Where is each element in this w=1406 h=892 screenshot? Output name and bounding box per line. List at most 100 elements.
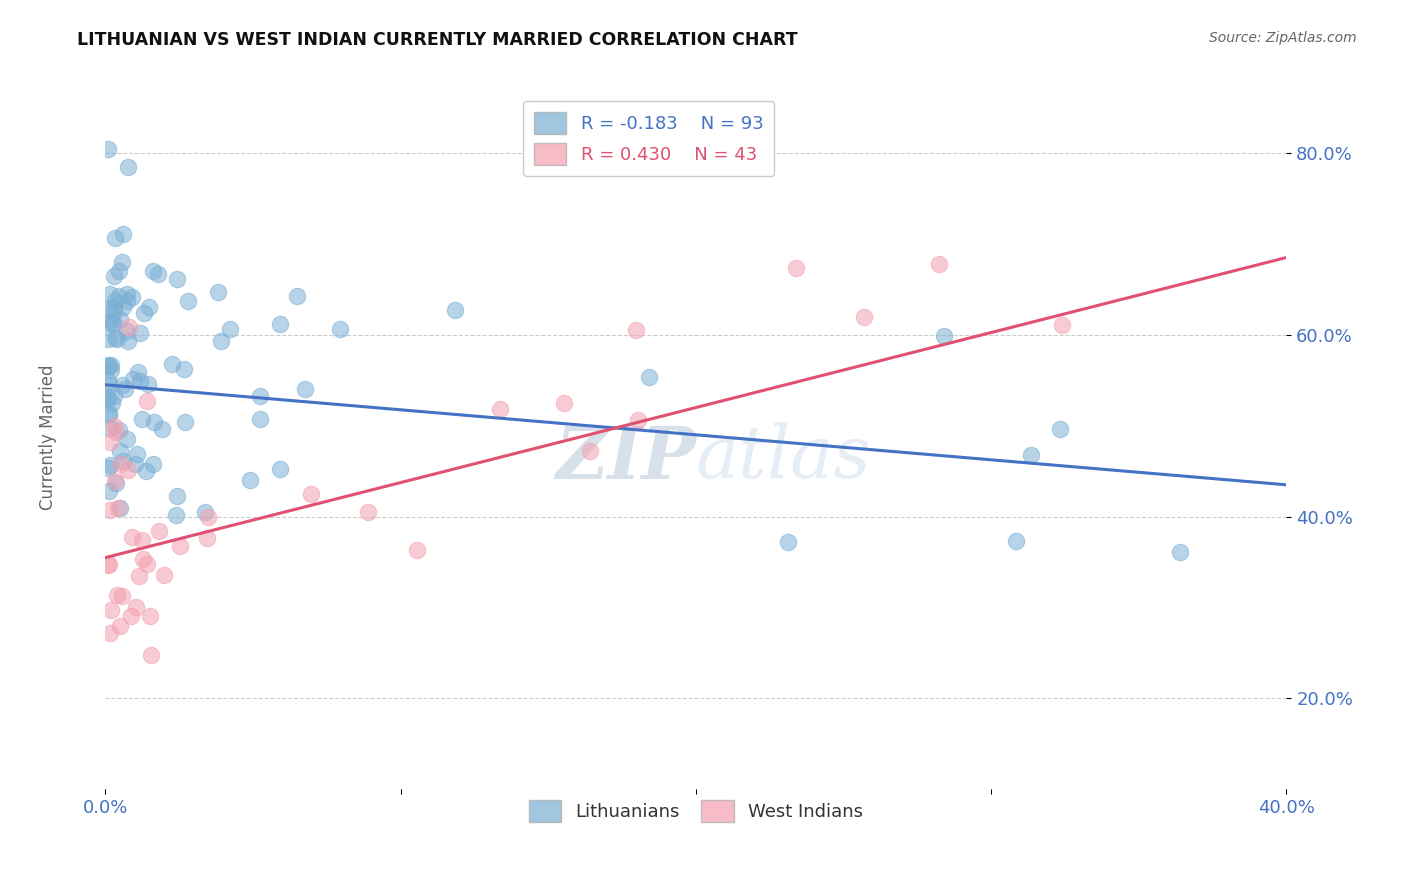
Point bbox=[195, 532, 218, 546]
Point bbox=[103, 419, 125, 434]
Point bbox=[174, 415, 197, 429]
Point bbox=[117, 161, 139, 175]
Point bbox=[121, 372, 143, 386]
Point bbox=[121, 290, 143, 304]
Point bbox=[125, 599, 148, 614]
Point bbox=[134, 306, 156, 320]
Point bbox=[406, 543, 429, 558]
Point bbox=[107, 500, 129, 515]
Point bbox=[97, 332, 120, 346]
Point bbox=[269, 462, 291, 476]
Point bbox=[129, 374, 152, 388]
Point bbox=[98, 421, 121, 435]
Point bbox=[97, 142, 120, 156]
Point bbox=[100, 363, 122, 377]
Point bbox=[153, 567, 176, 582]
Point bbox=[173, 362, 195, 376]
Point bbox=[287, 289, 309, 303]
Point bbox=[111, 300, 134, 314]
Point bbox=[115, 294, 138, 309]
Point bbox=[103, 330, 125, 344]
Point bbox=[115, 287, 138, 301]
Point bbox=[785, 261, 807, 276]
Point bbox=[124, 457, 146, 471]
Point bbox=[131, 533, 153, 547]
Point bbox=[108, 500, 131, 515]
Point bbox=[357, 505, 380, 519]
Point bbox=[197, 509, 219, 524]
Point bbox=[160, 357, 183, 371]
Point bbox=[129, 326, 152, 341]
Point bbox=[98, 359, 121, 373]
Text: ZIP: ZIP bbox=[555, 423, 696, 493]
Point bbox=[148, 524, 170, 539]
Point bbox=[853, 310, 876, 324]
Point bbox=[97, 392, 120, 406]
Point bbox=[135, 464, 157, 478]
Point bbox=[329, 322, 352, 336]
Point bbox=[638, 370, 661, 384]
Point bbox=[104, 425, 127, 439]
Point bbox=[209, 334, 232, 348]
Point bbox=[249, 411, 271, 425]
Point bbox=[97, 390, 120, 404]
Point bbox=[100, 603, 122, 617]
Point bbox=[1004, 533, 1026, 548]
Point bbox=[117, 324, 139, 338]
Point bbox=[98, 557, 121, 571]
Point bbox=[138, 300, 160, 314]
Point bbox=[142, 457, 165, 471]
Point bbox=[553, 396, 575, 410]
Point bbox=[146, 267, 169, 281]
Point bbox=[108, 264, 131, 278]
Point bbox=[139, 608, 162, 623]
Point bbox=[98, 434, 121, 449]
Point bbox=[104, 294, 127, 309]
Point bbox=[97, 558, 120, 572]
Text: Source: ZipAtlas.com: Source: ZipAtlas.com bbox=[1209, 31, 1357, 45]
Point bbox=[111, 589, 134, 603]
Point bbox=[110, 255, 132, 269]
Point bbox=[169, 539, 191, 553]
Point bbox=[98, 377, 121, 392]
Point bbox=[101, 396, 124, 410]
Point bbox=[98, 286, 121, 301]
Point bbox=[207, 285, 229, 299]
Point bbox=[127, 366, 149, 380]
Point bbox=[120, 608, 142, 623]
Point bbox=[97, 375, 120, 389]
Point bbox=[1019, 448, 1042, 462]
Point bbox=[194, 505, 217, 519]
Point bbox=[111, 378, 134, 392]
Point bbox=[97, 302, 120, 317]
Point bbox=[1168, 545, 1191, 559]
Point bbox=[489, 402, 512, 417]
Point bbox=[117, 334, 139, 349]
Point bbox=[105, 476, 128, 491]
Point bbox=[97, 358, 120, 372]
Point bbox=[269, 317, 291, 331]
Point bbox=[776, 535, 799, 549]
Point bbox=[105, 332, 128, 346]
Point bbox=[249, 389, 271, 403]
Point bbox=[125, 447, 148, 461]
Point bbox=[294, 382, 316, 396]
Text: LITHUANIAN VS WEST INDIAN CURRENTLY MARRIED CORRELATION CHART: LITHUANIAN VS WEST INDIAN CURRENTLY MARR… bbox=[77, 31, 799, 49]
Point bbox=[177, 294, 200, 309]
Point bbox=[166, 489, 188, 503]
Point bbox=[108, 312, 131, 326]
Point bbox=[111, 454, 134, 468]
Point bbox=[98, 503, 121, 517]
Point bbox=[239, 473, 262, 487]
Point bbox=[103, 389, 125, 403]
Point bbox=[100, 358, 122, 372]
Point bbox=[103, 305, 125, 319]
Text: atlas: atlas bbox=[696, 423, 872, 493]
Point bbox=[111, 227, 134, 241]
Point bbox=[103, 231, 125, 245]
Point bbox=[108, 289, 131, 303]
Point bbox=[97, 461, 120, 475]
Y-axis label: Currently Married: Currently Married bbox=[39, 364, 56, 510]
Point bbox=[131, 551, 153, 566]
Point bbox=[110, 457, 132, 471]
